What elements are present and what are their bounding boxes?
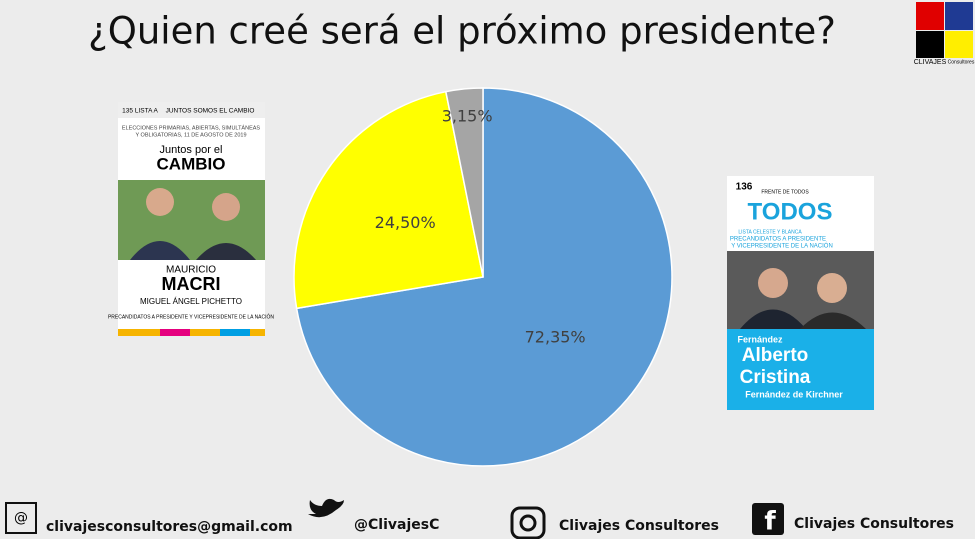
data-label: 24,50% bbox=[375, 213, 436, 232]
ballot-right: 136 FRENTE DE TODOS TODOS LISTA CELESTE … bbox=[727, 176, 874, 410]
ballot-last-name: MACRI bbox=[162, 274, 221, 294]
ballot-party: TODOS bbox=[748, 198, 833, 225]
ballot-party: Juntos por el bbox=[160, 144, 223, 156]
logo-name: CLIVAJES bbox=[914, 59, 947, 66]
ballot-number: 135 LISTA A bbox=[122, 108, 158, 115]
footer-facebook: Clivajes Consultores bbox=[794, 516, 954, 532]
footer-email: clivajesconsultores@gmail.com bbox=[46, 519, 293, 535]
footer-instagram: Clivajes Consultores bbox=[559, 518, 719, 534]
data-label: 3,15% bbox=[442, 107, 493, 126]
ballot-role: PRECANDIDATOS A PRESIDENTE Y VICEPRESIDE… bbox=[108, 313, 274, 320]
pie-slice bbox=[444, 87, 484, 278]
pie: 72,35% 24,50% 3,15% bbox=[293, 87, 673, 467]
ballot-name: Alberto bbox=[742, 345, 809, 366]
ballot-left: 135 LISTA A JUNTOS SOMOS EL CAMBIO ELECC… bbox=[108, 102, 274, 336]
svg-text:f: f bbox=[764, 507, 776, 537]
ballot-front: FRENTE DE TODOS bbox=[761, 189, 809, 195]
logo-sub: Consultores bbox=[948, 59, 975, 65]
pie-slice bbox=[293, 90, 484, 310]
ballot-surname: Fernández de Kirchner bbox=[745, 389, 843, 399]
data-label: 72,35% bbox=[525, 328, 586, 347]
chart-title: ¿Quien creé será el próximo presidente? bbox=[88, 10, 836, 53]
ballot-role: Y VICEPRESIDENTE DE LA NACIÓN bbox=[731, 243, 833, 250]
pie-slice bbox=[295, 87, 673, 467]
ballot-party: CAMBIO bbox=[157, 154, 226, 173]
ballot-name: Cristina bbox=[740, 367, 811, 388]
ballot-party-line: JUNTOS SOMOS EL CAMBIO bbox=[166, 108, 255, 115]
ballot-election: ELECCIONES PRIMARIAS, ABIERTAS, SIMULTÁN… bbox=[122, 124, 260, 131]
logo: CLIVAJES Consultores bbox=[914, 2, 975, 66]
ballot-surname: Fernández bbox=[737, 334, 783, 344]
ballot-role: PRECANDIDATOS A PRESIDENTE bbox=[730, 237, 826, 243]
footer-twitter: @ClivajesC bbox=[354, 517, 439, 533]
ballot-first-name: MAURICIO bbox=[166, 265, 216, 276]
ballot-vice: MIGUEL ÁNGEL PICHETTO bbox=[140, 297, 242, 306]
footer: @ clivajesconsultores@gmail.com @Clivaje… bbox=[5, 498, 954, 539]
svg-text:@: @ bbox=[14, 510, 28, 526]
ballot-list: LISTA CELESTE Y BLANCA bbox=[738, 229, 802, 235]
ballot-number: 136 bbox=[736, 182, 753, 193]
ballot-election: Y OBLIGATORIAS, 11 DE AGOSTO DE 2019 bbox=[135, 132, 246, 138]
